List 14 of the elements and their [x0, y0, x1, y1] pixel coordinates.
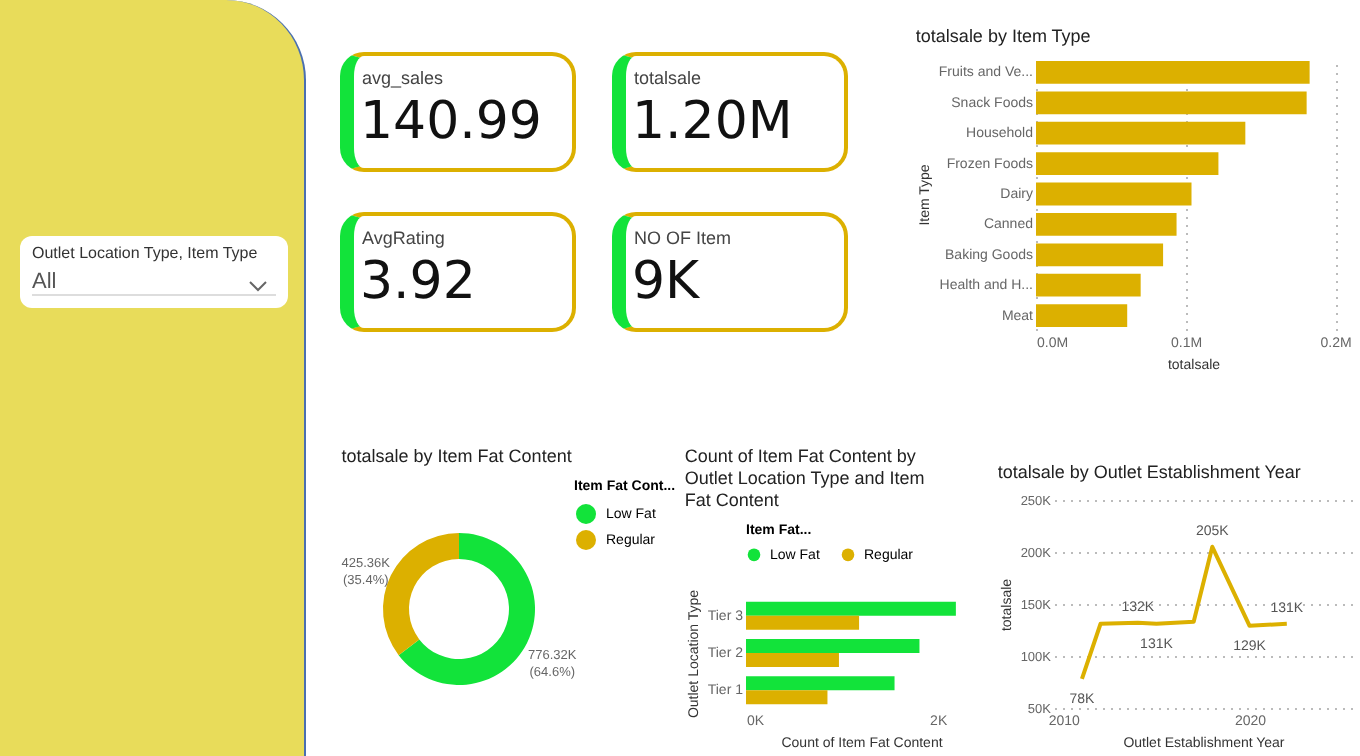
text: 9K [632, 252, 702, 312]
text: 1.20M [632, 92, 795, 152]
text: All [32, 270, 276, 296]
text: AvgRating [362, 228, 447, 248]
chart-title: totalsale by Item Type [915, 26, 1091, 46]
chart-title: Count of Item Fat Content by Outlet Location Type and Item Fat Content [684, 446, 925, 510]
chart-title: totalsale by Outlet Establishment Year [997, 462, 1301, 482]
chart-title: totalsale by Item Fat Content [341, 446, 573, 466]
text: Outlet Location Type, Item Type [32, 244, 260, 262]
text: NO OF Item [634, 228, 734, 248]
text: 140.99 [360, 92, 544, 152]
text: 3.92 [360, 252, 478, 312]
text: avg_sales [362, 68, 446, 88]
text: totalsale [634, 68, 704, 88]
